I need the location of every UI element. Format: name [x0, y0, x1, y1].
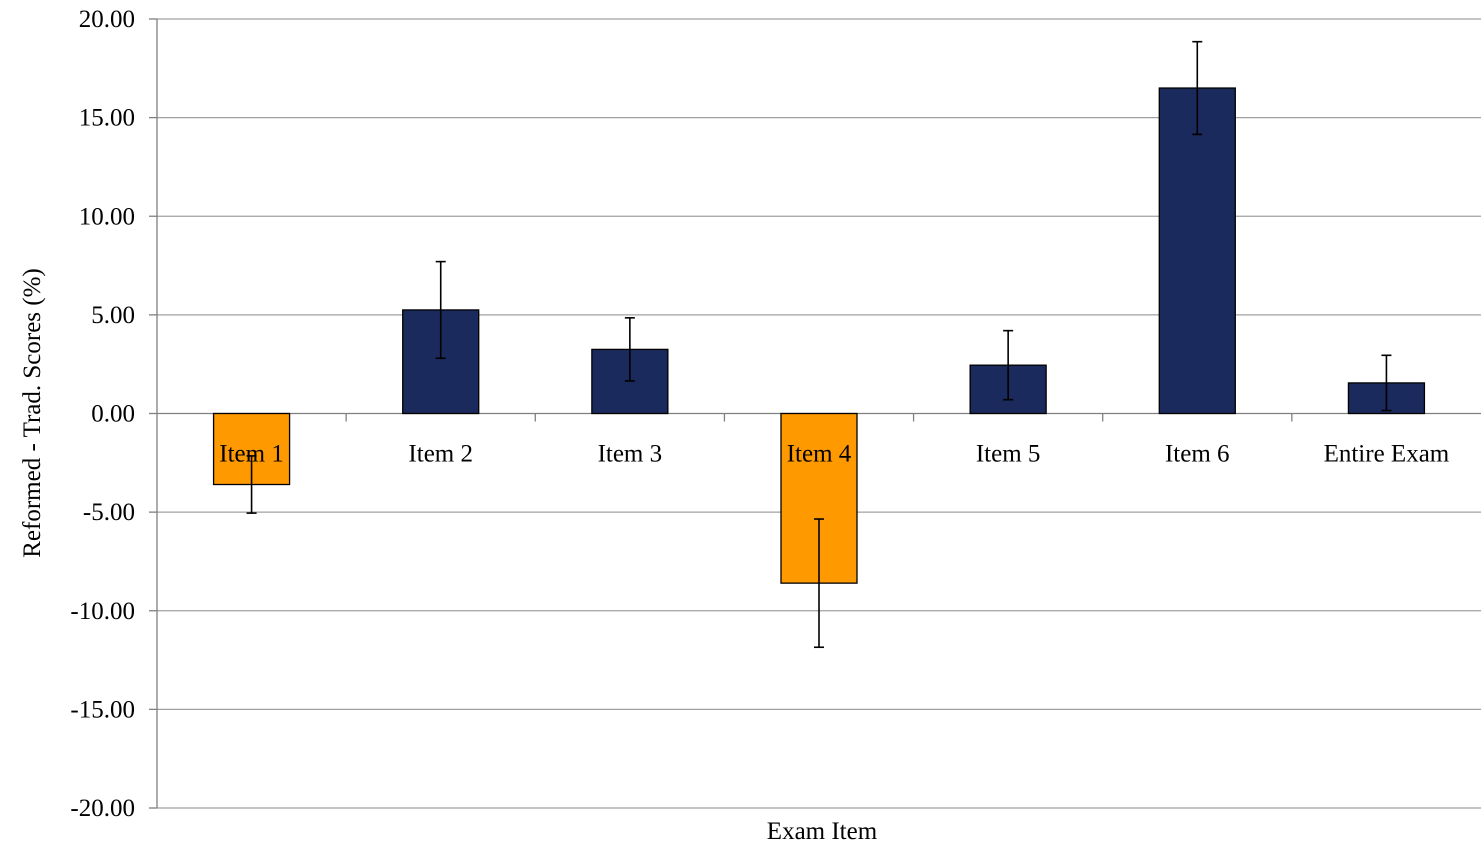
bar-layer: [212, 87, 1426, 584]
x-axis-title: Exam Item: [767, 818, 878, 845]
y-tick-label: 0.00: [91, 401, 135, 428]
y-axis-title: Reformed - Trad. Scores (%): [19, 268, 46, 558]
category-label: Item 2: [408, 441, 473, 468]
category-label: Item 6: [1165, 441, 1230, 468]
y-tick-label: 15.00: [79, 105, 135, 132]
category-label: Item 3: [598, 441, 663, 468]
bar: [1158, 87, 1236, 415]
y-tick-label: -15.00: [70, 696, 135, 723]
category-label: Item 1: [219, 441, 284, 468]
category-label: Entire Exam: [1324, 441, 1450, 468]
category-label: Item 5: [976, 441, 1041, 468]
y-tick-label: 10.00: [79, 203, 135, 230]
error-bar-layer: [246, 40, 1392, 649]
y-tick-label: -20.00: [70, 795, 135, 822]
y-tick-label: 20.00: [79, 6, 135, 33]
category-label: Item 4: [787, 441, 852, 468]
label-layer: -20.00 -15.00 -10.00 -5.00 0.00 5.00 10.00 15.0…: [70, 6, 1449, 822]
y-tick-label: 5.00: [91, 302, 135, 329]
y-tick-label: -10.00: [70, 598, 135, 625]
y-tick-label: -5.00: [83, 499, 135, 526]
